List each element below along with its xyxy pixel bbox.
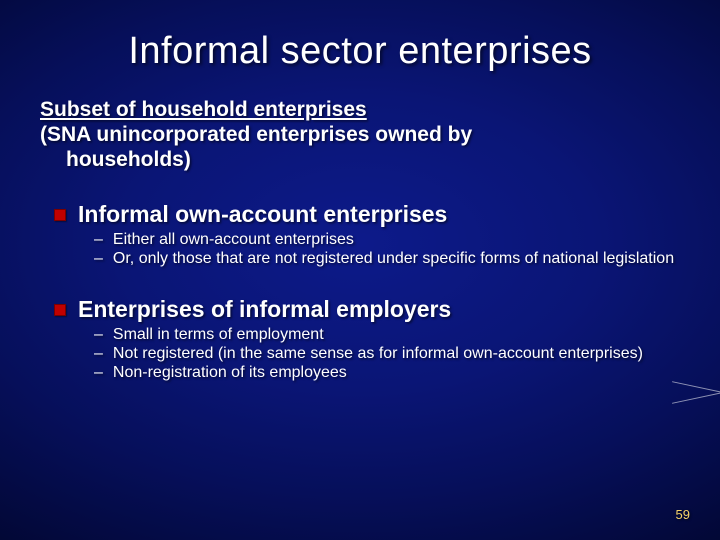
section-2-list: – Small in terms of employment – Not reg…: [40, 325, 680, 383]
subtitle-line-3: households): [40, 147, 680, 172]
list-item: – Non-registration of its employees: [94, 363, 680, 382]
square-bullet-icon: [54, 209, 66, 221]
list-item: – Either all own-account enterprises: [94, 230, 680, 249]
section-2-heading-text: Enterprises of informal employers: [78, 296, 451, 323]
list-item-text: Not registered (in the same sense as for…: [113, 344, 643, 363]
section-1-list: – Either all own-account enterprises – O…: [40, 230, 680, 268]
slide-body: Subset of household enterprises (SNA uni…: [0, 73, 720, 383]
list-item-text: Or, only those that are not registered u…: [113, 249, 674, 268]
section-2: Enterprises of informal employers – Smal…: [40, 296, 680, 383]
list-item-text: Small in terms of employment: [113, 325, 324, 344]
slide-title: Informal sector enterprises: [0, 0, 720, 73]
subtitle-line-1: Subset of household enterprises: [40, 97, 680, 122]
list-item-text: Non-registration of its employees: [113, 363, 347, 382]
list-item: – Not registered (in the same sense as f…: [94, 344, 680, 363]
list-item-text: Either all own-account enterprises: [113, 230, 354, 249]
square-bullet-icon: [54, 304, 66, 316]
section-2-heading: Enterprises of informal employers: [40, 296, 680, 323]
section-1-heading-text: Informal own-account enterprises: [78, 201, 447, 228]
dash-icon: –: [94, 344, 103, 363]
page-number: 59: [676, 507, 690, 522]
section-1-heading: Informal own-account enterprises: [40, 201, 680, 228]
dash-icon: –: [94, 230, 103, 249]
subtitle-line-2: (SNA unincorporated enterprises owned by: [40, 122, 680, 147]
section-1: Informal own-account enterprises – Eithe…: [40, 201, 680, 268]
dash-icon: –: [94, 249, 103, 268]
list-item: – Or, only those that are not registered…: [94, 249, 680, 268]
dash-icon: –: [94, 325, 103, 344]
dash-icon: –: [94, 363, 103, 382]
list-item: – Small in terms of employment: [94, 325, 680, 344]
